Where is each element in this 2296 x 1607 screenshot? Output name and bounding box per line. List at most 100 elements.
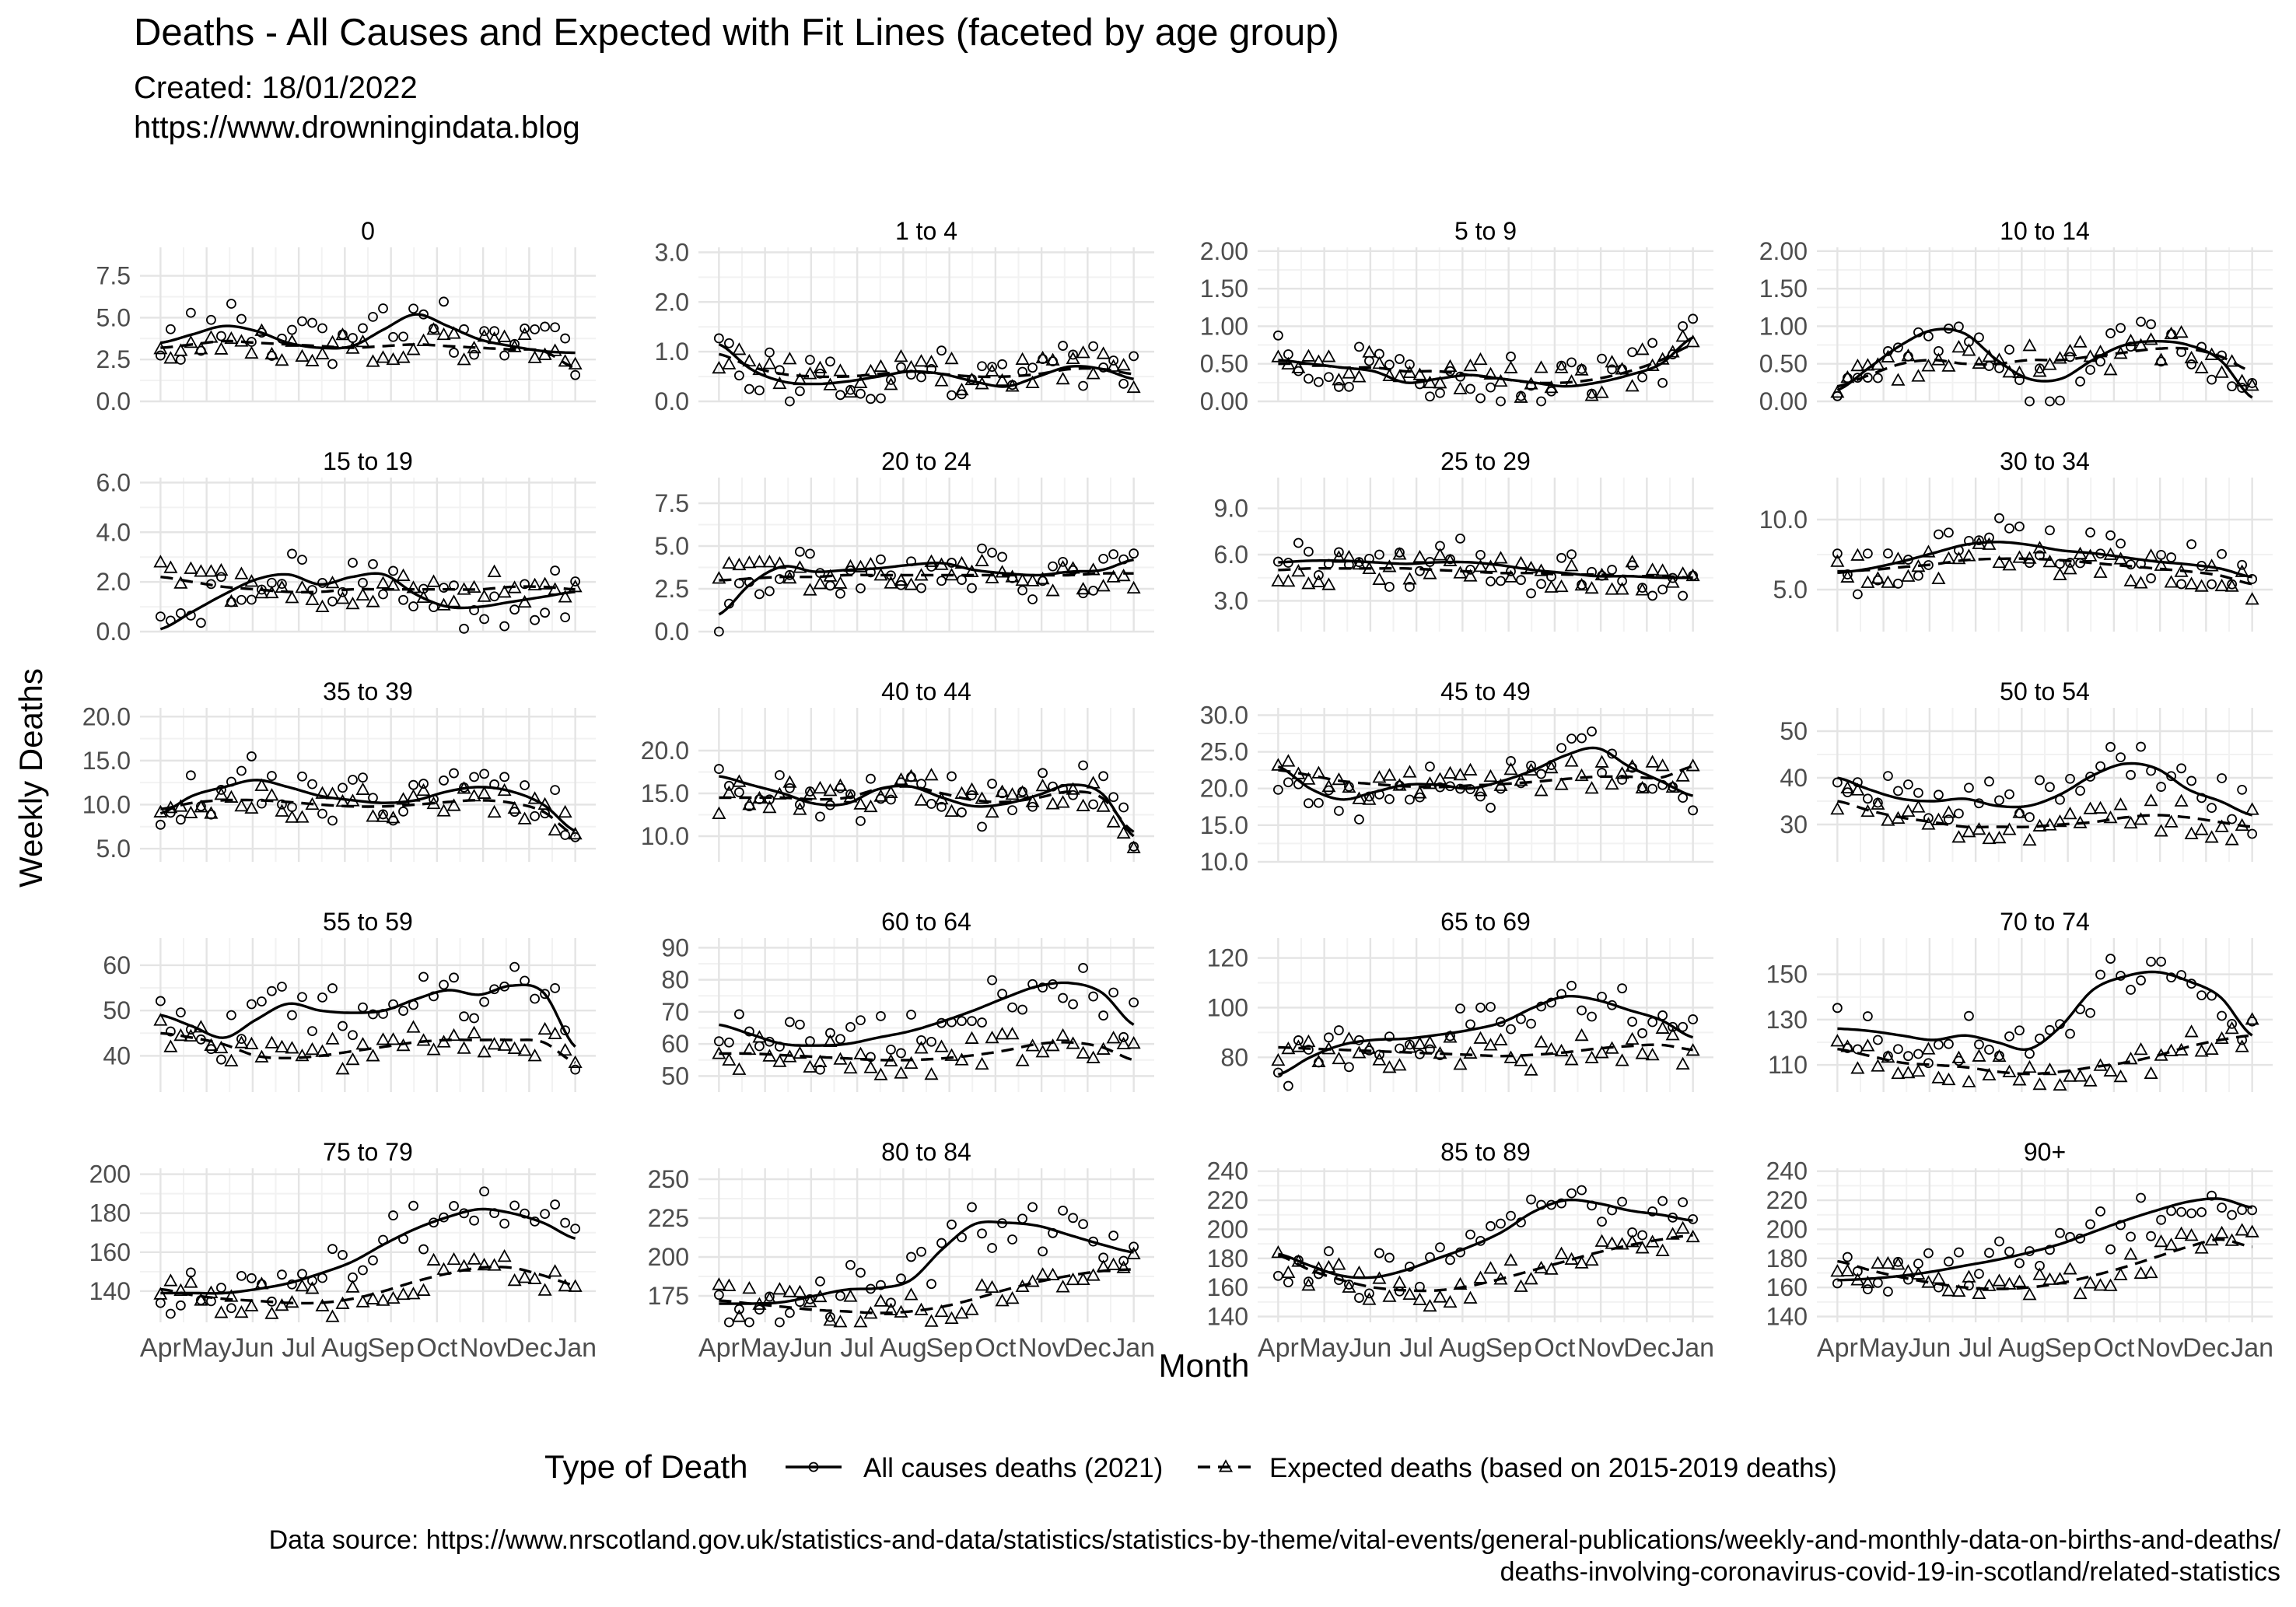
all-causes-point <box>297 555 307 565</box>
y-axis-title: Weekly Deaths <box>12 668 49 888</box>
expected-point <box>214 1040 229 1054</box>
all-causes-point <box>1425 761 1435 772</box>
all-causes-point <box>1944 1038 1954 1049</box>
expected-point <box>1605 355 1619 368</box>
x-tick-label: Nov <box>2137 1333 2183 1363</box>
all-causes-point <box>479 326 489 337</box>
expected-point <box>1625 555 1640 568</box>
facet-label: 90+ <box>2024 1138 2066 1166</box>
scatter-points <box>712 333 1141 407</box>
x-tick-label: Aug <box>1439 1333 1486 1363</box>
x-tick-label: Sep <box>1485 1333 1532 1363</box>
expected-point <box>1392 1058 1407 1071</box>
all-causes-point <box>835 588 845 599</box>
all-causes-point <box>856 1267 866 1278</box>
expected-point <box>2002 822 2017 835</box>
expected-point <box>853 1315 868 1328</box>
all-causes-point <box>307 779 317 789</box>
all-causes-point <box>469 349 479 360</box>
expected-point <box>1271 1245 1286 1259</box>
expected-point <box>517 594 532 608</box>
expected-point <box>2133 576 2148 589</box>
all-causes-point <box>2055 395 2065 406</box>
all-causes-point <box>368 558 378 569</box>
x-tick-label: Apr <box>1817 1333 1858 1363</box>
expected-point <box>2204 830 2219 843</box>
expected-point <box>2235 1223 2249 1236</box>
expected-point <box>2032 364 2047 377</box>
expected-fit-line <box>1837 346 2253 388</box>
facet-label: 35 to 39 <box>323 677 413 705</box>
expected-point <box>376 1293 390 1306</box>
legend: Type of Death All causes deaths (2021) Exp… <box>544 1448 1837 1485</box>
x-tick-label: Jan <box>554 1333 597 1363</box>
expected-point <box>366 1291 380 1304</box>
all-causes-point <box>886 794 896 805</box>
expected-point <box>1514 390 1528 403</box>
all-causes-point <box>2186 359 2196 369</box>
expected-point <box>1544 760 1559 774</box>
expected-point <box>1635 1241 1650 1254</box>
all-causes-point <box>754 589 765 600</box>
all-causes-point <box>2207 374 2217 385</box>
all-causes-point <box>2217 1203 2228 1213</box>
all-causes-point <box>957 1016 967 1027</box>
expected-point <box>1665 1028 1680 1041</box>
all-causes-point <box>2055 1227 2065 1238</box>
expected-point <box>1035 1267 1050 1280</box>
all-causes-point <box>1852 589 1863 600</box>
y-tick-label: 160 <box>89 1238 131 1266</box>
all-causes-point <box>947 1219 957 1230</box>
expected-point <box>2053 351 2067 364</box>
expected-point <box>1665 575 1680 588</box>
expected-point <box>2184 1228 2199 1241</box>
expected-point <box>416 1033 431 1046</box>
expected-point <box>1972 821 1986 835</box>
all-causes-point <box>1405 794 1415 805</box>
expected-point <box>254 586 269 599</box>
minor-grid <box>1258 1168 1713 1322</box>
expected-point <box>1992 830 2007 844</box>
all-causes-point <box>1913 787 1923 798</box>
expected-point <box>1972 355 1986 369</box>
expected-point <box>1106 1031 1121 1044</box>
all-causes-point <box>1283 1080 1293 1091</box>
all-causes-point <box>368 1255 378 1266</box>
legend-entry-expected: Expected deaths (based on 2015-2019 deat… <box>1269 1453 1837 1483</box>
all-causes-point <box>886 375 896 385</box>
expected-point <box>712 360 726 374</box>
facet-panel-12: 55 to 59 40 50 60 <box>103 908 596 1092</box>
all-causes-point <box>297 316 307 327</box>
all-causes-point <box>744 1317 754 1328</box>
all-causes-point <box>2196 990 2207 1001</box>
y-tick-label: 220 <box>1766 1186 1808 1214</box>
expected-point <box>163 1039 178 1052</box>
all-causes-point <box>195 618 206 628</box>
y-tick-label: 2.0 <box>655 288 689 316</box>
all-causes-point <box>1577 733 1587 744</box>
facet-panel-14: 65 to 69 80 100 120 <box>1207 908 1713 1092</box>
y-tick-label: 2.0 <box>96 568 131 596</box>
expected-point <box>1483 768 1498 782</box>
all-causes-fit-line <box>1278 559 1693 579</box>
expected-point <box>1524 1272 1538 1285</box>
expected-point <box>1362 792 1377 805</box>
expected-point <box>1076 798 1090 811</box>
all-causes-point <box>723 1317 734 1328</box>
all-causes-point <box>916 779 926 789</box>
expected-point <box>964 1031 979 1044</box>
expected-point <box>1675 1220 1690 1234</box>
expected-point <box>2144 332 2158 345</box>
expected-point <box>194 1020 208 1033</box>
legend-circle-marker <box>808 1462 819 1472</box>
all-causes-point <box>1526 1018 1536 1029</box>
expected-point <box>507 1041 522 1054</box>
all-causes-point <box>2004 1246 2014 1257</box>
expected-point <box>762 800 777 814</box>
all-causes-point <box>560 612 571 623</box>
x-tick-label: Aug <box>1998 1333 2046 1363</box>
expected-point <box>254 323 269 336</box>
expected-point <box>782 775 797 788</box>
all-causes-point <box>1088 799 1099 810</box>
